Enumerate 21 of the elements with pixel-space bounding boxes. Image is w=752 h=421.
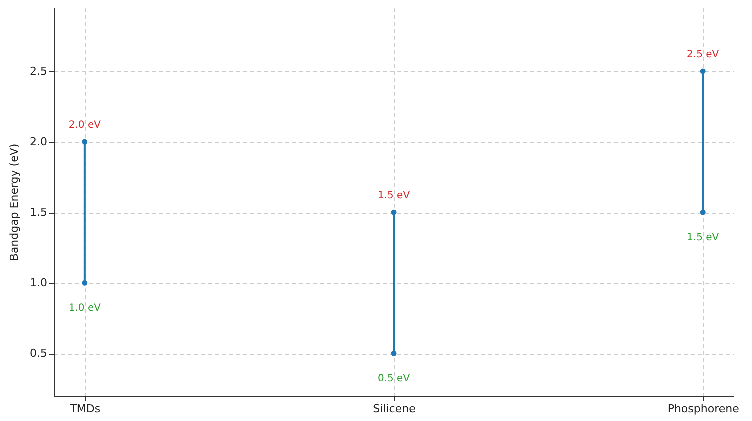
y-tick-label: 2.5: [30, 64, 48, 78]
data-label: 1.5 eV: [687, 232, 720, 244]
y-tick-label: 0.5: [30, 347, 48, 360]
y-axis-title: Bandgap Energy (eV): [8, 144, 22, 262]
y-tick-label: 1.0: [30, 276, 48, 290]
data-label: 2.0 eV: [68, 120, 102, 132]
point: [82, 280, 88, 286]
x-tick-label: Phosphorene: [668, 402, 740, 416]
data-label: 0.5 eV: [378, 374, 410, 385]
data-label: 1.0 eV: [68, 303, 102, 314]
y-tick-label: 1.5: [30, 206, 48, 220]
x-tick-label: Silicene: [373, 402, 416, 416]
data-label: 1.5 eV: [378, 190, 410, 202]
point: [82, 139, 88, 145]
x-tick-label: TMDs: [69, 402, 101, 416]
y-tick-label: 2.0: [30, 136, 48, 149]
point: [700, 210, 706, 216]
data-label: 2.5 eV: [687, 49, 720, 60]
point: [391, 210, 397, 216]
point: [391, 350, 397, 356]
point: [700, 68, 706, 74]
